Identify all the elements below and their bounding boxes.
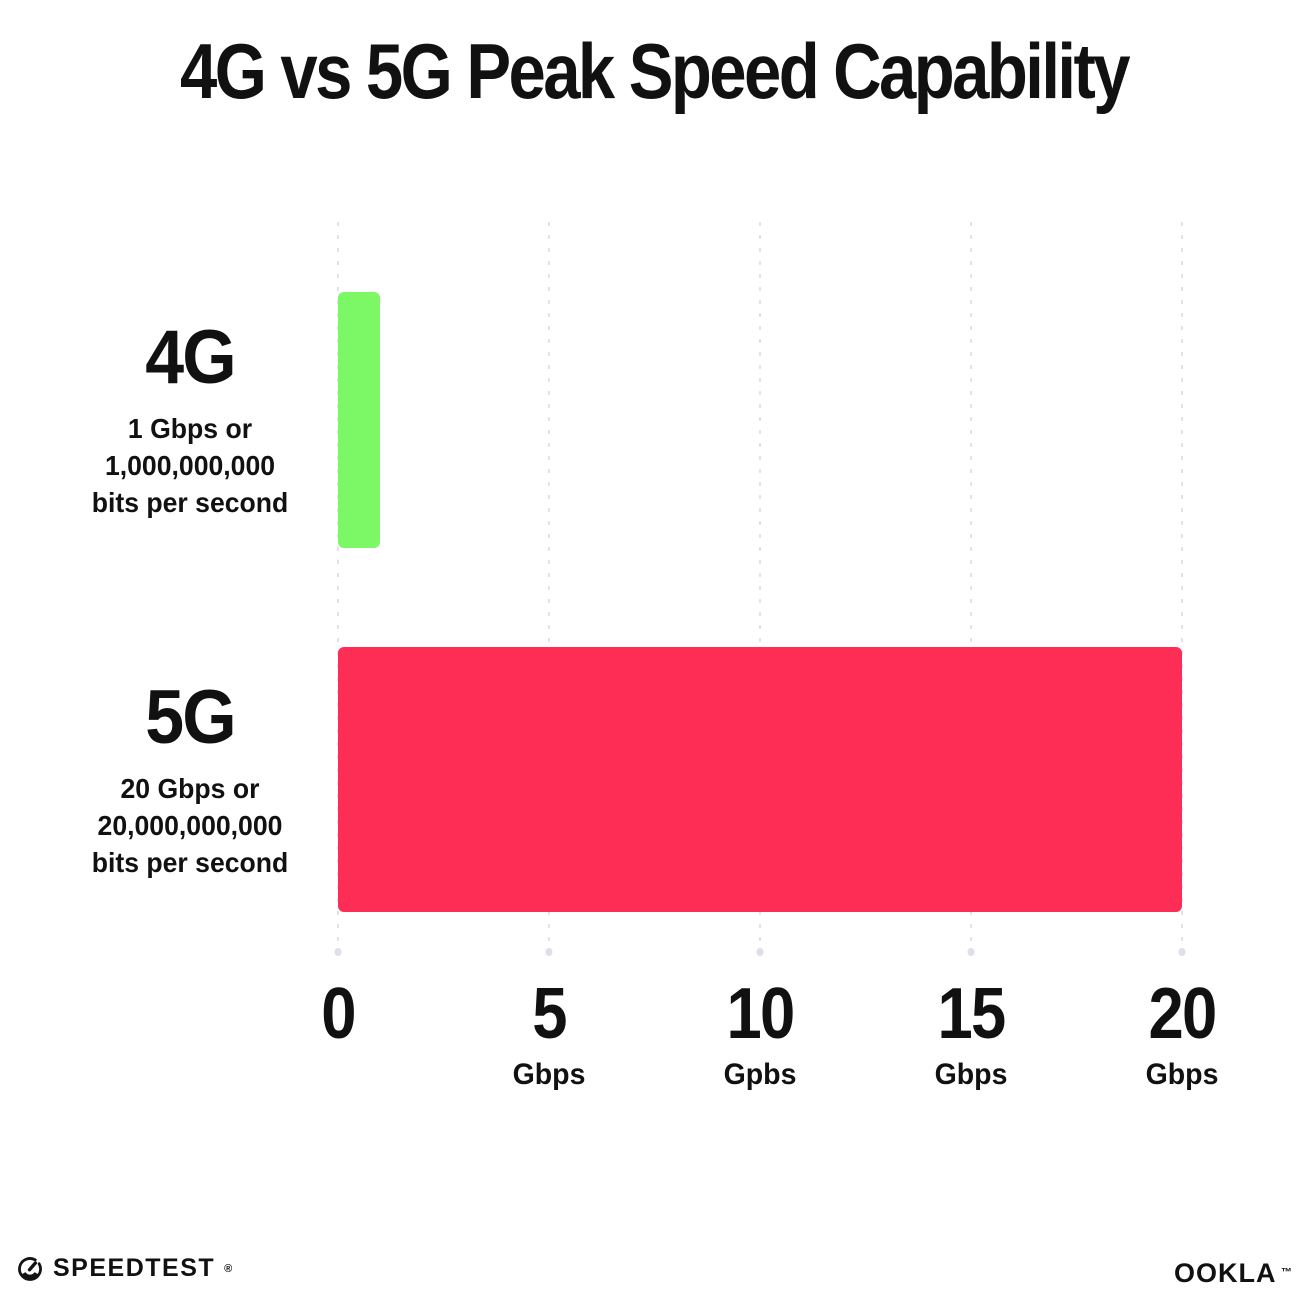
gridline-20 (1181, 222, 1183, 952)
gridline-10 (759, 222, 761, 952)
plot-area (337, 222, 1183, 952)
desc-line: bits per second (91, 487, 289, 518)
gridline-5 (548, 222, 550, 952)
tick-number: 10 (726, 974, 796, 1054)
bar-4g (338, 292, 381, 548)
category-name-5g: 5G (145, 675, 236, 760)
x-tick-10: 10 Gpbs (722, 978, 799, 1092)
category-label-5g: 5G 20 Gbps or 20,000,000,000 bits per se… (38, 680, 342, 881)
tick-number: 0 (321, 974, 356, 1054)
x-tick-15: 15 Gbps (933, 978, 1010, 1092)
ookla-logo: OOKLA ™ (1174, 1258, 1292, 1289)
trademark-mark: ™ (1281, 1266, 1292, 1279)
desc-line: 20 Gbps or (120, 773, 260, 804)
category-label-4g: 4G 1 Gbps or 1,000,000,000 bits per seco… (38, 320, 342, 521)
bar-5g (338, 647, 1182, 912)
tick-unit: Gbps (512, 1058, 586, 1091)
desc-line: 1 Gbps or (127, 413, 253, 444)
desc-line: 1,000,000,000 (104, 450, 276, 481)
gridline-15 (970, 222, 972, 952)
category-name-4g: 4G (145, 315, 236, 400)
x-axis: 0 5 Gbps 10 Gpbs 15 Gbps 20 Gbps (321, 978, 1218, 1098)
tick-number: 5 (532, 974, 567, 1054)
category-description-5g: 20 Gbps or 20,000,000,000 bits per secon… (46, 770, 335, 881)
tick-number: 15 (937, 974, 1007, 1054)
speedometer-icon (18, 1256, 42, 1281)
tick-unit: Gpbs (723, 1058, 797, 1091)
desc-line: 20,000,000,000 (97, 810, 283, 841)
tick-number: 20 (1148, 974, 1218, 1054)
tick-unit: Gbps (1145, 1058, 1219, 1091)
x-tick-5: 5 Gbps (511, 978, 588, 1092)
tick-unit: Gbps (934, 1058, 1008, 1091)
x-tick-0: 0 (319, 978, 357, 1058)
speedtest-logo: SPEEDTEST ® (16, 1254, 232, 1283)
gridline-0 (337, 222, 339, 952)
x-tick-20: 20 Gbps (1144, 978, 1221, 1092)
category-description-4g: 1 Gbps or 1,000,000,000 bits per second (46, 410, 335, 521)
chart-title: 4G vs 5G Peak Speed Capability (180, 27, 1130, 115)
desc-line: bits per second (91, 847, 289, 878)
ookla-wordmark: OOKLA (1174, 1258, 1277, 1288)
speedtest-wordmark: SPEEDTEST (53, 1254, 216, 1282)
